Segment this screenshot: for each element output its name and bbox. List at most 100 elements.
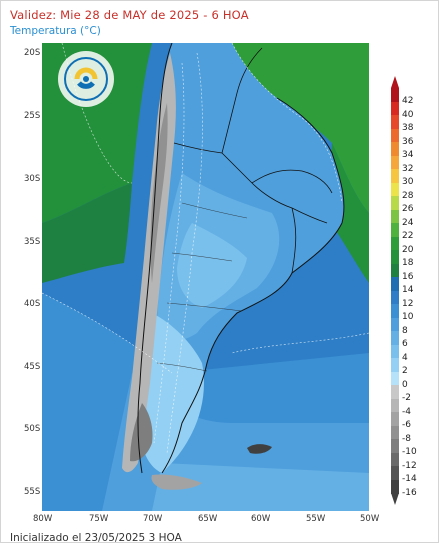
southern-andes-cold <box>130 403 153 462</box>
lat-label-55s: 55S <box>24 487 41 497</box>
lat-label-35s: 35S <box>24 237 41 247</box>
lon-label-55w: 55W <box>306 514 326 524</box>
colorbar-label: 0 <box>402 379 408 390</box>
colorbar-label: -4 <box>402 406 411 417</box>
colorbar-swatch <box>391 223 399 237</box>
colorbar-swatch <box>391 412 399 426</box>
colorbar-swatch <box>391 88 399 102</box>
colorbar-swatch <box>391 358 399 372</box>
colorbar-swatch <box>391 277 399 291</box>
colorbar-swatch <box>391 317 399 332</box>
colorbar-swatch <box>391 398 399 413</box>
map-subtitle: Temperatura (°C) <box>10 25 101 37</box>
colorbar-swatch <box>391 371 399 386</box>
patagonia-field <box>140 313 204 473</box>
colorbar-swatch <box>391 331 399 345</box>
colorbar-label: 42 <box>402 96 414 106</box>
lon-label-80w: 80W <box>33 514 53 524</box>
colorbar-swatch <box>391 425 399 440</box>
colorbar-label: 28 <box>402 190 414 201</box>
colorbar-swatch <box>391 290 399 305</box>
lat-label-25s: 25S <box>24 111 41 121</box>
init-time: Inicializado el 23/05/2025 3 HOA <box>10 532 182 544</box>
colorbar-swatch <box>391 466 399 480</box>
colorbar-label: 24 <box>402 217 414 228</box>
colorbar-label: 34 <box>402 150 414 160</box>
chile-coastline <box>137 43 173 474</box>
colorbar-swatch <box>391 479 399 494</box>
colorbar-label: 38 <box>402 123 414 133</box>
colorbar-swatch <box>391 101 399 116</box>
colorbar-label: -12 <box>402 460 417 471</box>
colorbar-swatch <box>391 236 399 251</box>
colorbar-label: 4 <box>402 352 408 363</box>
pacific-warm-edge <box>42 183 132 283</box>
andes-colder-core <box>150 103 168 283</box>
pampas-cool-field <box>177 223 247 308</box>
colorbar-label: -2 <box>402 393 411 403</box>
colorbar-label: 2 <box>402 366 408 376</box>
isotherm-1 <box>153 62 185 444</box>
lon-label-70w: 70W <box>143 514 163 524</box>
smn-logo <box>57 50 115 108</box>
colorbar-swatch <box>391 169 399 183</box>
colorbar-swatch <box>391 385 399 399</box>
colorbar-arrow-top <box>391 76 399 88</box>
colorbar-label: 40 <box>402 109 414 120</box>
colorbar-swatch <box>391 250 399 264</box>
colorbar-swatch <box>391 196 399 210</box>
isotherm-5 <box>231 43 343 204</box>
lon-label-65w: 65W <box>198 514 218 524</box>
temperature-map-svg <box>42 43 369 511</box>
colorbar-label: 18 <box>402 258 414 268</box>
lat-label-50s: 50S <box>24 424 41 434</box>
lon-label-50w: 50W <box>360 514 380 524</box>
lon-label-75w: 75W <box>89 514 109 524</box>
malvinas-islands <box>247 444 272 454</box>
colorbar-label: -14 <box>402 474 417 484</box>
lon-label-60w: 60W <box>251 514 271 524</box>
colorbar-label: 30 <box>402 177 414 187</box>
colorbar-swatch <box>391 115 399 129</box>
colorbar-label: 16 <box>402 271 414 282</box>
uruguay-border <box>291 207 297 274</box>
isotherm-6 <box>231 332 369 354</box>
colorbar-swatch <box>391 182 399 197</box>
colorbar-label: -6 <box>402 420 411 430</box>
colorbar-swatch <box>391 142 399 156</box>
map-title: Validez: Mie 28 de MAY de 2025 - 6 HOA <box>10 8 249 22</box>
colorbar-label: 12 <box>402 298 414 309</box>
colorbar-label: 26 <box>402 204 414 214</box>
bolivia-border <box>221 47 263 154</box>
isotherm-2 <box>166 52 203 454</box>
colorbar-swatch <box>391 439 399 453</box>
paraguay-border <box>251 169 333 194</box>
colorbar-label: -8 <box>402 433 411 444</box>
lat-label-45s: 45S <box>24 362 41 372</box>
colorbar-label: -10 <box>402 447 417 457</box>
colorbar-label: 6 <box>402 339 408 349</box>
colorbar-label: 8 <box>402 325 408 336</box>
lat-label-20s: 20S <box>24 48 41 58</box>
province-borders <box>156 202 248 372</box>
colorbar-label: 32 <box>402 163 414 174</box>
colorbar-label: 36 <box>402 136 414 147</box>
isotherm-4 <box>42 292 173 374</box>
colorbar-swatch <box>391 128 399 143</box>
colorbar-swatch <box>391 263 399 278</box>
temperature-map <box>42 43 369 511</box>
ocean-field-drake <box>152 463 369 511</box>
colorbar-swatch <box>391 155 399 170</box>
colorbar-swatch <box>391 304 399 318</box>
colorbar-label: 10 <box>402 312 414 322</box>
atlantic-coastline <box>161 222 343 474</box>
lat-label-40s: 40S <box>24 299 41 309</box>
colorbar-swatch <box>391 344 399 359</box>
colorbar-swatch <box>391 209 399 224</box>
brazil-coastline <box>276 97 345 224</box>
colorbar-swatch <box>391 452 399 467</box>
lat-label-30s: 30S <box>24 174 41 184</box>
tierra-del-fuego <box>151 474 202 490</box>
colorbar-label: -16 <box>402 487 417 498</box>
colorbar-label: 14 <box>402 285 414 295</box>
